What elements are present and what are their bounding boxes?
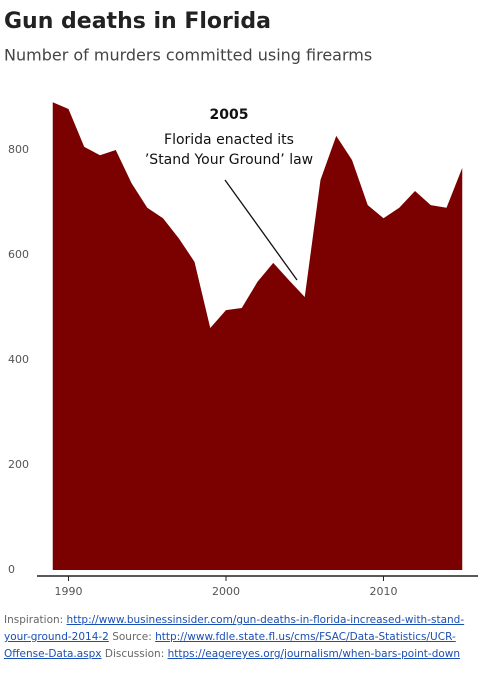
annotation-text: ’Stand Your Ground’ law — [145, 152, 313, 168]
x-tick-label: 2010 — [370, 585, 398, 598]
y-tick-label: 600 — [8, 248, 29, 261]
y-tick-label: 0 — [8, 563, 15, 576]
chart: Gun deaths in Florida Number of murders … — [4, 9, 478, 598]
y-tick-label: 200 — [8, 458, 29, 471]
chart-title: Gun deaths in Florida — [4, 9, 271, 34]
footer-text: Discussion: — [101, 648, 168, 660]
y-tick-label: 400 — [8, 353, 29, 366]
footer-link[interactable]: https://eagereyes.org/journalism/when-ba… — [167, 648, 461, 660]
x-tick-label: 2000 — [212, 585, 240, 598]
footer-link[interactable]: http://www.businessinsider.com/gun-death… — [4, 614, 465, 643]
footer: Inspiration: http://www.businessinsider.… — [4, 612, 480, 663]
plot: 0 200 400 600 800 1990 2000 2010 — [8, 102, 478, 598]
footer-text: Source: — [108, 631, 156, 643]
annotation-text: Florida enacted its — [164, 132, 294, 148]
y-tick-label: 800 — [8, 143, 29, 156]
area — [52, 102, 463, 570]
footer-text: Inspiration: — [4, 614, 67, 626]
chart-subtitle: Number of murders committed using firear… — [4, 46, 372, 65]
annotation-pointer — [224, 179, 298, 281]
annotation-title: 2005 — [210, 107, 249, 123]
x-tick-label: 1990 — [55, 585, 83, 598]
footer-link[interactable]: http://www.fdle.state.fl.us/cms/FSAC/Dat… — [4, 631, 456, 660]
